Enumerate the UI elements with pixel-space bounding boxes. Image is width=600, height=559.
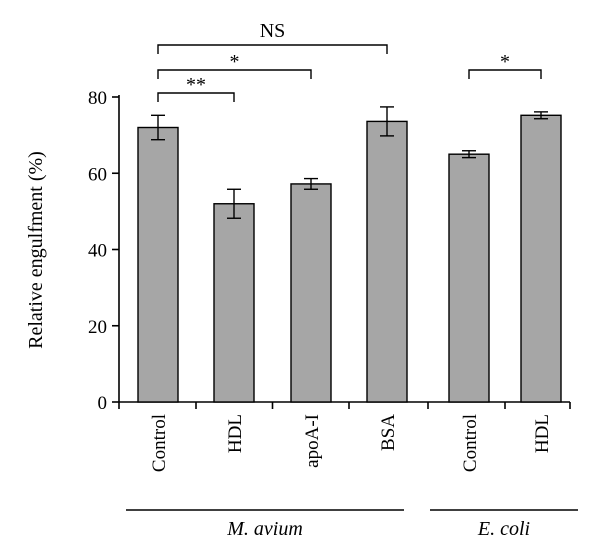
category-label: BSA: [378, 414, 399, 451]
group-labels: M. avium E. coli: [126, 509, 578, 540]
group-label: E. coli: [477, 518, 530, 540]
significance-label: *: [230, 51, 240, 73]
bars: [137, 114, 562, 403]
bar: [448, 153, 490, 403]
y-tick-label: 0: [98, 393, 108, 414]
y-tick-label: 40: [88, 241, 107, 262]
significance-brackets: NS****: [157, 20, 542, 102]
significance-label: **: [186, 74, 206, 96]
y-tick-label: 60: [88, 164, 107, 185]
bar: [137, 126, 179, 403]
group-label: M. avium: [226, 518, 303, 540]
y-tick-label: 20: [88, 317, 107, 338]
significance-bracket: [157, 92, 235, 102]
category-label: apoA-I: [302, 414, 323, 468]
bar: [520, 114, 562, 403]
significance-bracket: [157, 44, 388, 54]
category-label: HDL: [532, 414, 553, 453]
category-label: HDL: [225, 414, 246, 453]
category-label: Control: [149, 414, 170, 472]
significance-bracket: [468, 69, 542, 79]
significance-label: *: [500, 51, 510, 73]
y-tick-label: 80: [88, 88, 107, 109]
category-label: Control: [460, 414, 481, 472]
axes: 0 20 40 60 80 Control HDL apoA-I BSA Control HDL: [88, 88, 571, 472]
bar: [213, 203, 255, 403]
y-axis-label: Relative engulfment (%): [25, 151, 47, 349]
significance-bracket: [157, 69, 312, 79]
bar: [290, 183, 332, 403]
significance-label: NS: [260, 20, 286, 42]
bar: [366, 120, 408, 403]
error-bars: [151, 106, 548, 219]
